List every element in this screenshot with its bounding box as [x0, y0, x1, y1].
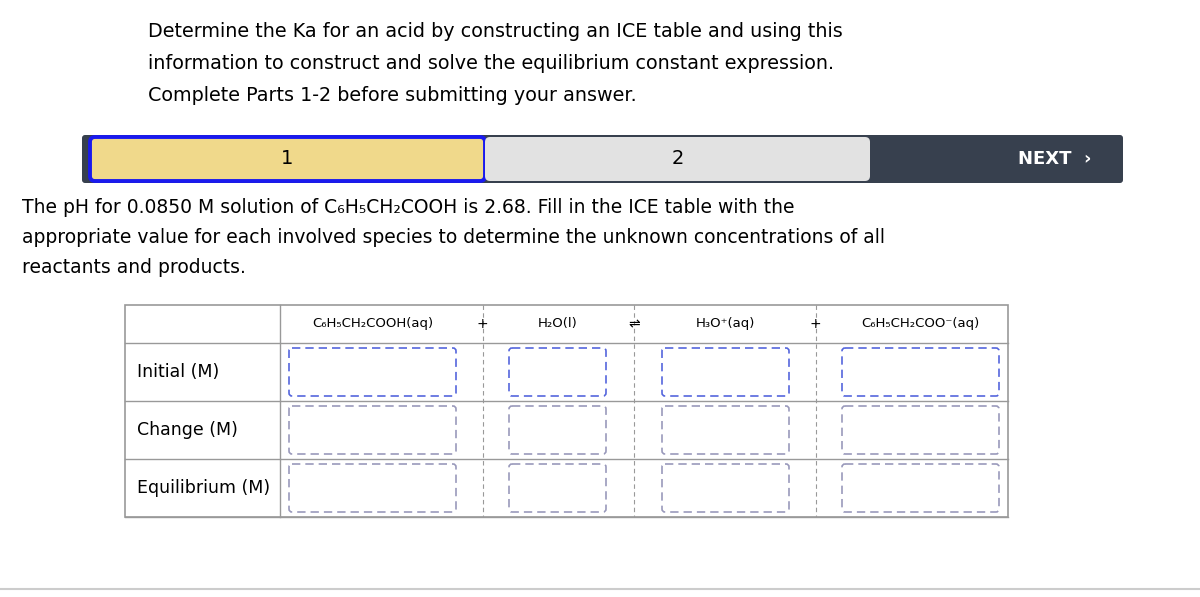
Text: 2: 2 — [671, 149, 684, 168]
Text: appropriate value for each involved species to determine the unknown concentrati: appropriate value for each involved spec… — [22, 228, 886, 247]
Text: Equilibrium (M): Equilibrium (M) — [137, 479, 270, 497]
FancyBboxPatch shape — [509, 348, 606, 396]
FancyBboxPatch shape — [509, 464, 606, 512]
FancyBboxPatch shape — [289, 348, 456, 396]
FancyBboxPatch shape — [842, 464, 998, 512]
Text: C₆H₅CH₂COOH(aq): C₆H₅CH₂COOH(aq) — [312, 318, 433, 331]
FancyBboxPatch shape — [842, 406, 998, 454]
Text: reactants and products.: reactants and products. — [22, 258, 246, 277]
FancyBboxPatch shape — [662, 406, 790, 454]
Text: information to construct and solve the equilibrium constant expression.: information to construct and solve the e… — [148, 54, 834, 73]
Text: C₆H₅CH₂COO⁻(aq): C₆H₅CH₂COO⁻(aq) — [862, 318, 979, 331]
FancyBboxPatch shape — [662, 464, 790, 512]
Text: H₂O(l): H₂O(l) — [538, 318, 577, 331]
FancyBboxPatch shape — [289, 406, 456, 454]
FancyBboxPatch shape — [662, 348, 790, 396]
FancyBboxPatch shape — [485, 137, 870, 181]
Bar — [125, 305, 1008, 517]
FancyBboxPatch shape — [90, 137, 485, 181]
Text: Complete Parts 1-2 before submitting your answer.: Complete Parts 1-2 before submitting you… — [148, 86, 637, 105]
Text: 1: 1 — [281, 149, 294, 168]
Text: +: + — [476, 317, 488, 331]
FancyBboxPatch shape — [82, 135, 1123, 183]
Text: ⇌: ⇌ — [628, 317, 640, 331]
Text: Change (M): Change (M) — [137, 421, 238, 439]
Text: +: + — [810, 317, 821, 331]
Text: NEXT  ›: NEXT › — [1019, 150, 1092, 168]
Text: H₃O⁺(aq): H₃O⁺(aq) — [696, 318, 755, 331]
FancyBboxPatch shape — [842, 348, 998, 396]
FancyBboxPatch shape — [289, 464, 456, 512]
Text: Determine the Ka for an acid by constructing an ICE table and using this: Determine the Ka for an acid by construc… — [148, 22, 842, 41]
Text: Initial (M): Initial (M) — [137, 363, 220, 381]
FancyBboxPatch shape — [509, 406, 606, 454]
Text: The pH for 0.0850 M solution of C₆H₅CH₂COOH is 2.68. Fill in the ICE table with : The pH for 0.0850 M solution of C₆H₅CH₂C… — [22, 198, 794, 217]
